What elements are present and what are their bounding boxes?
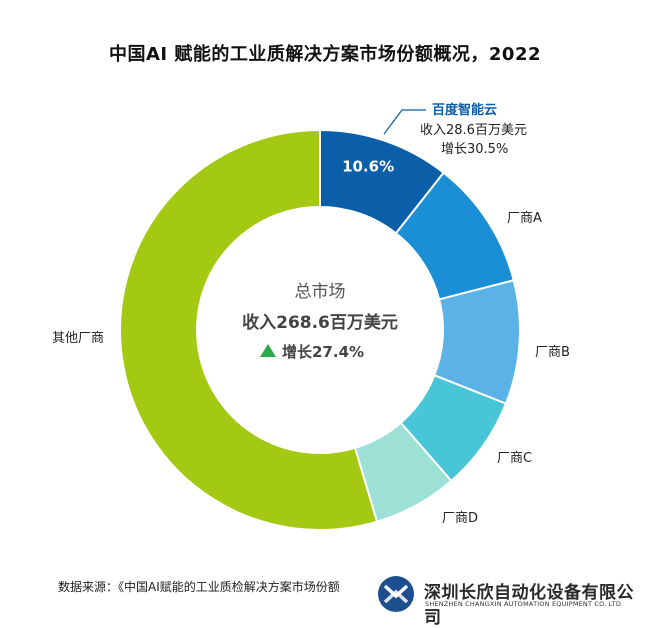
center-revenue: 收入268.6百万美元 (242, 312, 398, 333)
slice-annotation: 增长30.5% (441, 142, 508, 157)
watermark-company-en: SHENZHEN CHANGXIN AUTOMATION EQUIPMENT C… (425, 600, 622, 608)
baidu-leader-line (383, 109, 426, 135)
slice-其他厂商 (118, 128, 379, 531)
changxin-logo-icon (378, 576, 414, 612)
triangle-up-icon (260, 344, 276, 357)
slice-label: 厂商D (442, 511, 478, 526)
chart-title: 中国AI 赋能的工业质解决方案市场份额概况，2022 (109, 44, 541, 65)
slice-label: 厂商A (507, 211, 542, 226)
leader-lines (383, 109, 426, 135)
slice-label: 厂商B (535, 345, 570, 360)
donut-slices (118, 128, 521, 531)
center-title: 总市场 (295, 282, 346, 302)
slice-label: 其他厂商 (52, 331, 104, 346)
center-growth: 增长27.4% (282, 343, 364, 361)
source-note: 数据来源：《中国AI赋能的工业质检解决方案市场份额 (58, 580, 340, 594)
slice-value-label: 10.6% (342, 158, 394, 176)
slice-label: 百度智能云 (432, 102, 497, 118)
slice-label: 厂商C (497, 451, 532, 466)
center-text: 总市场 收入268.6百万美元 增长27.4% (242, 282, 398, 361)
slice-annotation: 收入28.6百万美元 (420, 123, 527, 138)
